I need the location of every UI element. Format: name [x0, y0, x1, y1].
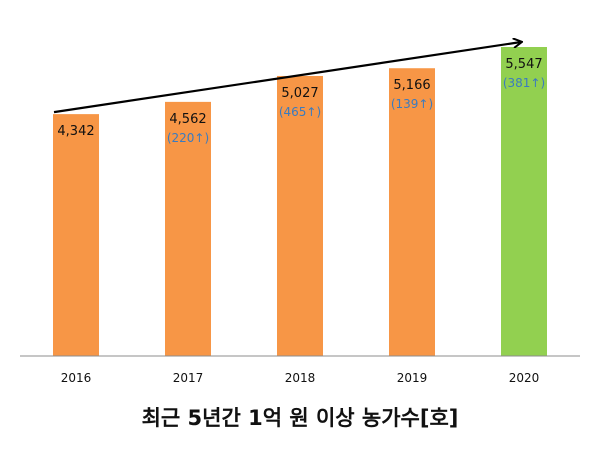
value-label-2018: 5,027 — [281, 86, 318, 101]
bars-layer — [53, 47, 547, 356]
value-label-2016: 4,342 — [57, 124, 94, 139]
bar-2020 — [501, 47, 547, 356]
bar-2019 — [389, 68, 435, 356]
x-tick-label-2018: 2018 — [285, 371, 316, 385]
value-label-2020: 5,547 — [505, 57, 542, 72]
increase-label-2020: (381↑) — [503, 76, 545, 90]
x-tick-label-2019: 2019 — [397, 371, 428, 385]
value-label-2017: 4,562 — [169, 112, 206, 127]
chart-title: 최근 5년간 1억 원 이상 농가수[호] — [142, 406, 459, 430]
bar-2016 — [53, 114, 99, 356]
x-tick-label-2016: 2016 — [61, 371, 92, 385]
value-label-2019: 5,166 — [393, 78, 430, 93]
x-tick-labels: 2016 2017 2018 2019 2020 — [61, 371, 540, 385]
trend-arrow — [53, 42, 521, 114]
bar-2018 — [277, 75, 323, 356]
increase-label-2017: (220↑) — [167, 131, 209, 145]
bar-2017 — [165, 101, 211, 356]
increase-label-2019: (139↑) — [391, 97, 433, 111]
x-tick-label-2020: 2020 — [509, 371, 540, 385]
x-tick-label-2017: 2017 — [173, 371, 204, 385]
data-labels: 4,342 4,562 (220↑) 5,027 (465↑) 5,166 (139↑) 5,… — [57, 57, 545, 145]
increase-label-2018: (465↑) — [279, 105, 321, 119]
